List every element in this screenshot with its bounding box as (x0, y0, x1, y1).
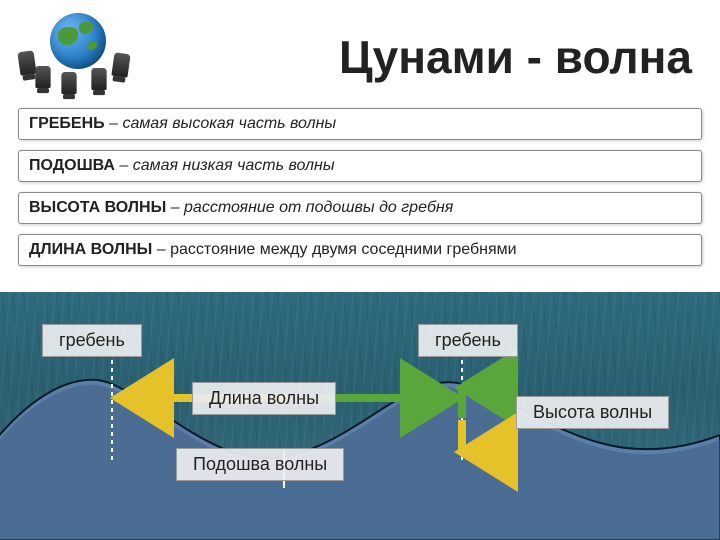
label-crest-right: гребень (418, 324, 518, 357)
logo-globe-conference (12, 8, 142, 93)
term: ГРЕБЕНЬ (29, 115, 105, 132)
chair-icon (91, 68, 106, 90)
desc: самая низкая часть волны (133, 157, 335, 174)
desc: расстояние от подошвы до гребня (184, 199, 453, 216)
label-trough: Подошва волны (176, 448, 344, 481)
chair-icon (17, 50, 36, 75)
term: ПОДОШВА (29, 157, 115, 174)
label-crest-left: гребень (42, 324, 142, 357)
chair-icon (111, 52, 130, 77)
page-title: Цунами - волна (339, 30, 692, 84)
definitions-list: ГРЕБЕНЬ – самая высокая часть волны ПОДО… (18, 108, 702, 276)
label-wavelength: Длина волны (192, 382, 336, 415)
globe-icon (50, 13, 106, 69)
chair-icon (61, 72, 76, 94)
term: ВЫСОТА ВОЛНЫ (29, 199, 166, 216)
definition-wavelength: ДЛИНА ВОЛНЫ – расстояние между двумя сос… (18, 234, 702, 266)
label-height: Высота волны (516, 396, 669, 429)
chair-icon (35, 66, 50, 88)
term: ДЛИНА ВОЛНЫ (29, 241, 152, 258)
definition-height: ВЫСОТА ВОЛНЫ – расстояние от подошвы до … (18, 192, 702, 224)
definition-trough: ПОДОШВА – самая низкая часть волны (18, 150, 702, 182)
definition-crest: ГРЕБЕНЬ – самая высокая часть волны (18, 108, 702, 140)
desc: расстояние между двумя соседними гребням… (170, 241, 516, 258)
wave-diagram (0, 340, 720, 540)
desc: самая высокая часть волны (122, 115, 336, 132)
